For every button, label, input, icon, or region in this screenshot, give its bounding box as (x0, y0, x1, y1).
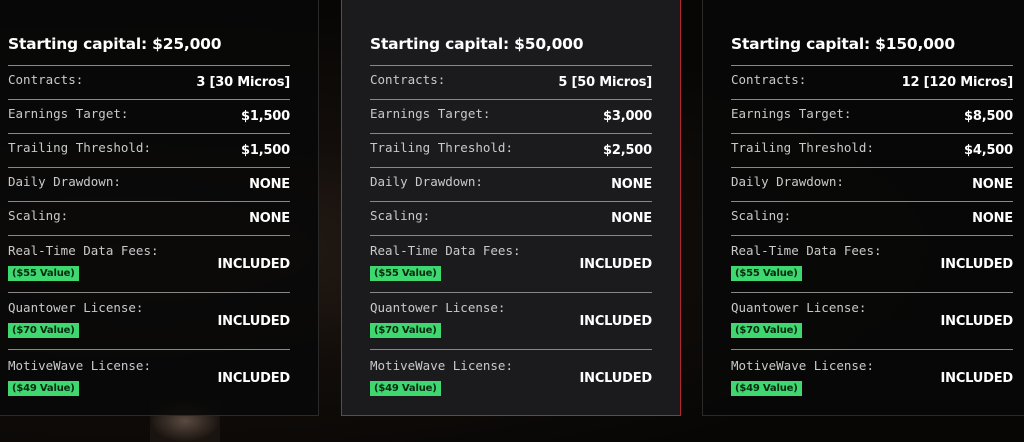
plan-row: Contracts: 12 [120 Micros] (731, 66, 1013, 100)
plan-row: Real-Time Data Fees: ($55 Value) INCLUDED (8, 236, 290, 293)
row-value: 5 [50 Micros] (558, 75, 652, 90)
plan-row: Trailing Threshold: $1,500 (8, 134, 290, 168)
row-label: MotiveWave License: (8, 357, 151, 373)
row-value: NONE (249, 177, 290, 192)
row-label: Trailing Threshold: (731, 140, 874, 155)
row-label: Trailing Threshold: (8, 140, 151, 155)
plan-row: Real-Time Data Fees: ($55 Value) INCLUDED (731, 236, 1013, 293)
row-value: NONE (972, 177, 1013, 192)
plan-card: Starting capital: $150,000 Contracts: 12 [… (702, 0, 1024, 416)
plan-row: Contracts: 5 [50 Micros] (370, 66, 652, 100)
plan-row: MotiveWave License: ($49 Value) INCLUDED (370, 350, 652, 407)
row-value: INCLUDED (217, 371, 291, 386)
row-value: 3 [30 Micros] (196, 75, 290, 90)
row-label: Quantower License: (8, 300, 144, 315)
plan-row: Scaling: NONE (370, 202, 652, 236)
plan-row: Earnings Target: $1,500 (8, 100, 290, 134)
row-value: INCLUDED (940, 313, 1014, 329)
value-badge: ($70 Value) (731, 323, 802, 338)
row-value: INCLUDED (579, 313, 653, 329)
row-label: Real-Time Data Fees: (731, 243, 882, 258)
row-label: Earnings Target: (731, 106, 852, 121)
row-label: Scaling: (370, 208, 431, 223)
plan-card: Starting capital: $25,000 Contracts: 3 [30… (0, 0, 319, 416)
row-value: INCLUDED (217, 313, 291, 329)
row-label: Contracts: (8, 72, 84, 87)
row-value: NONE (611, 211, 652, 226)
row-value: $3,000 (603, 109, 652, 124)
plan-row: Daily Drawdown: NONE (370, 168, 652, 202)
plan-row: Trailing Threshold: $2,500 (370, 134, 652, 168)
row-label: Quantower License: (731, 300, 867, 315)
plan-row: Earnings Target: $3,000 (370, 100, 652, 134)
row-label: Quantower License: (370, 300, 506, 315)
plan-row: Quantower License: ($70 Value) INCLUDED (370, 293, 652, 350)
plan-row: Contracts: 3 [30 Micros] (8, 66, 290, 100)
row-label: Real-Time Data Fees: (370, 243, 521, 258)
row-label: MotiveWave License: (370, 357, 513, 373)
row-label: Scaling: (8, 208, 69, 223)
row-value: INCLUDED (217, 256, 291, 272)
value-badge: ($55 Value) (8, 266, 79, 281)
plan-row: Trailing Threshold: $4,500 (731, 134, 1013, 168)
row-label: Daily Drawdown: (370, 174, 483, 189)
row-value: INCLUDED (940, 256, 1014, 272)
row-label: Real-Time Data Fees: (8, 243, 159, 258)
value-badge: ($55 Value) (370, 266, 441, 281)
row-label: Contracts: (370, 72, 446, 87)
row-label: Daily Drawdown: (8, 174, 121, 189)
value-badge: ($55 Value) (731, 266, 802, 281)
row-value: 12 [120 Micros] (901, 75, 1014, 90)
row-label: Earnings Target: (8, 106, 129, 121)
value-badge: ($70 Value) (8, 323, 79, 338)
plan-row: Scaling: NONE (8, 202, 290, 236)
value-badge: ($49 Value) (370, 380, 441, 396)
plan-row: MotiveWave License: ($49 Value) INCLUDED (8, 350, 290, 407)
row-value: $8,500 (964, 109, 1013, 124)
plan-row: Scaling: NONE (731, 202, 1013, 236)
value-badge: ($70 Value) (370, 323, 441, 338)
row-value: INCLUDED (940, 371, 1014, 386)
plan-title: Starting capital: $50,000 (370, 19, 652, 66)
plan-row: Quantower License: ($70 Value) INCLUDED (8, 293, 290, 350)
plan-row: Daily Drawdown: NONE (731, 168, 1013, 202)
plan-row: Quantower License: ($70 Value) INCLUDED (731, 293, 1013, 350)
row-value: NONE (249, 211, 290, 226)
plan-row: Real-Time Data Fees: ($55 Value) INCLUDED (370, 236, 652, 293)
row-value: INCLUDED (579, 371, 653, 386)
row-label: Daily Drawdown: (731, 174, 844, 189)
row-value: $1,500 (241, 143, 290, 158)
plan-title: Starting capital: $25,000 (8, 19, 290, 66)
row-value: NONE (972, 211, 1013, 226)
plan-card: Starting capital: $50,000 Contracts: 5 [50… (341, 0, 681, 416)
row-value: INCLUDED (579, 256, 653, 272)
row-label: Trailing Threshold: (370, 140, 513, 155)
row-value: NONE (611, 177, 652, 192)
plan-row: Earnings Target: $8,500 (731, 100, 1013, 134)
value-badge: ($49 Value) (731, 380, 802, 396)
row-label: Earnings Target: (370, 106, 491, 121)
row-value: $2,500 (603, 143, 652, 158)
row-label: Contracts: (731, 72, 807, 87)
row-label: MotiveWave License: (731, 357, 874, 373)
plan-title: Starting capital: $150,000 (731, 19, 1013, 66)
plan-row: Daily Drawdown: NONE (8, 168, 290, 202)
row-value: $4,500 (964, 143, 1013, 158)
row-label: Scaling: (731, 208, 792, 223)
row-value: $1,500 (241, 109, 290, 124)
plan-row: MotiveWave License: ($49 Value) INCLUDED (731, 350, 1013, 407)
value-badge: ($49 Value) (8, 380, 79, 396)
